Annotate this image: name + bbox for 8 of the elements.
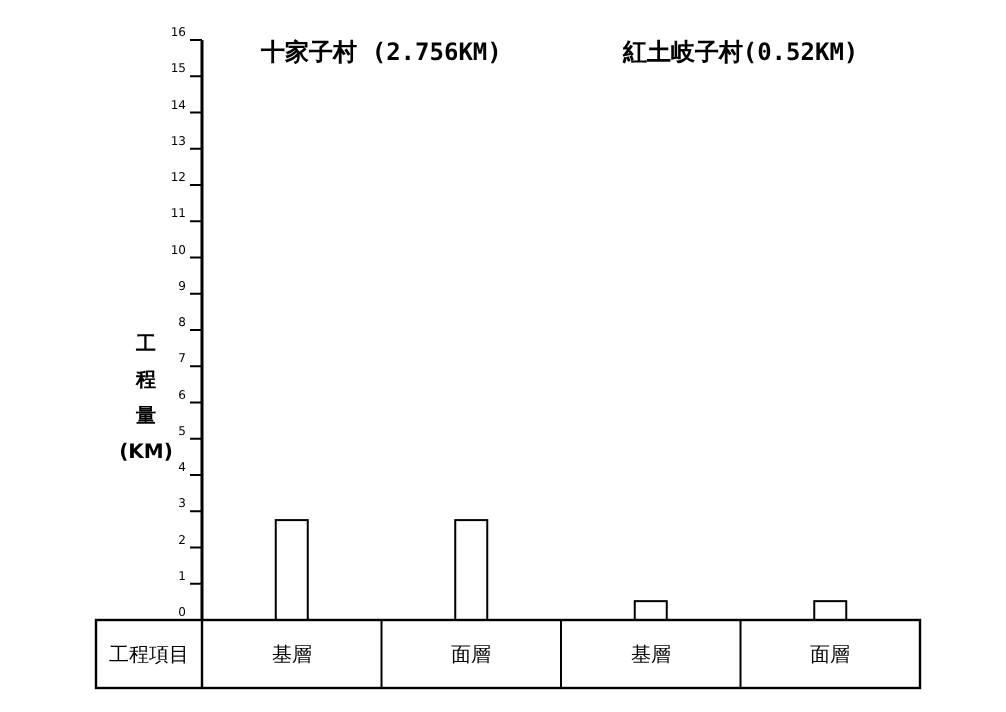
x-tick-label: 面層 [451,645,492,667]
y-axis-title: 工程量(KM) [119,334,173,464]
x-axis-title: 工程項目 [109,645,189,667]
annotation: 紅土岐子村(0.52KM) [620,38,859,66]
x-tick-label: 基層 [271,643,312,667]
x-tick-label: 面層 [810,645,851,667]
x-tick-label: 基層 [630,643,671,667]
annotation: 十家子村 (2.756KM) [259,38,502,66]
